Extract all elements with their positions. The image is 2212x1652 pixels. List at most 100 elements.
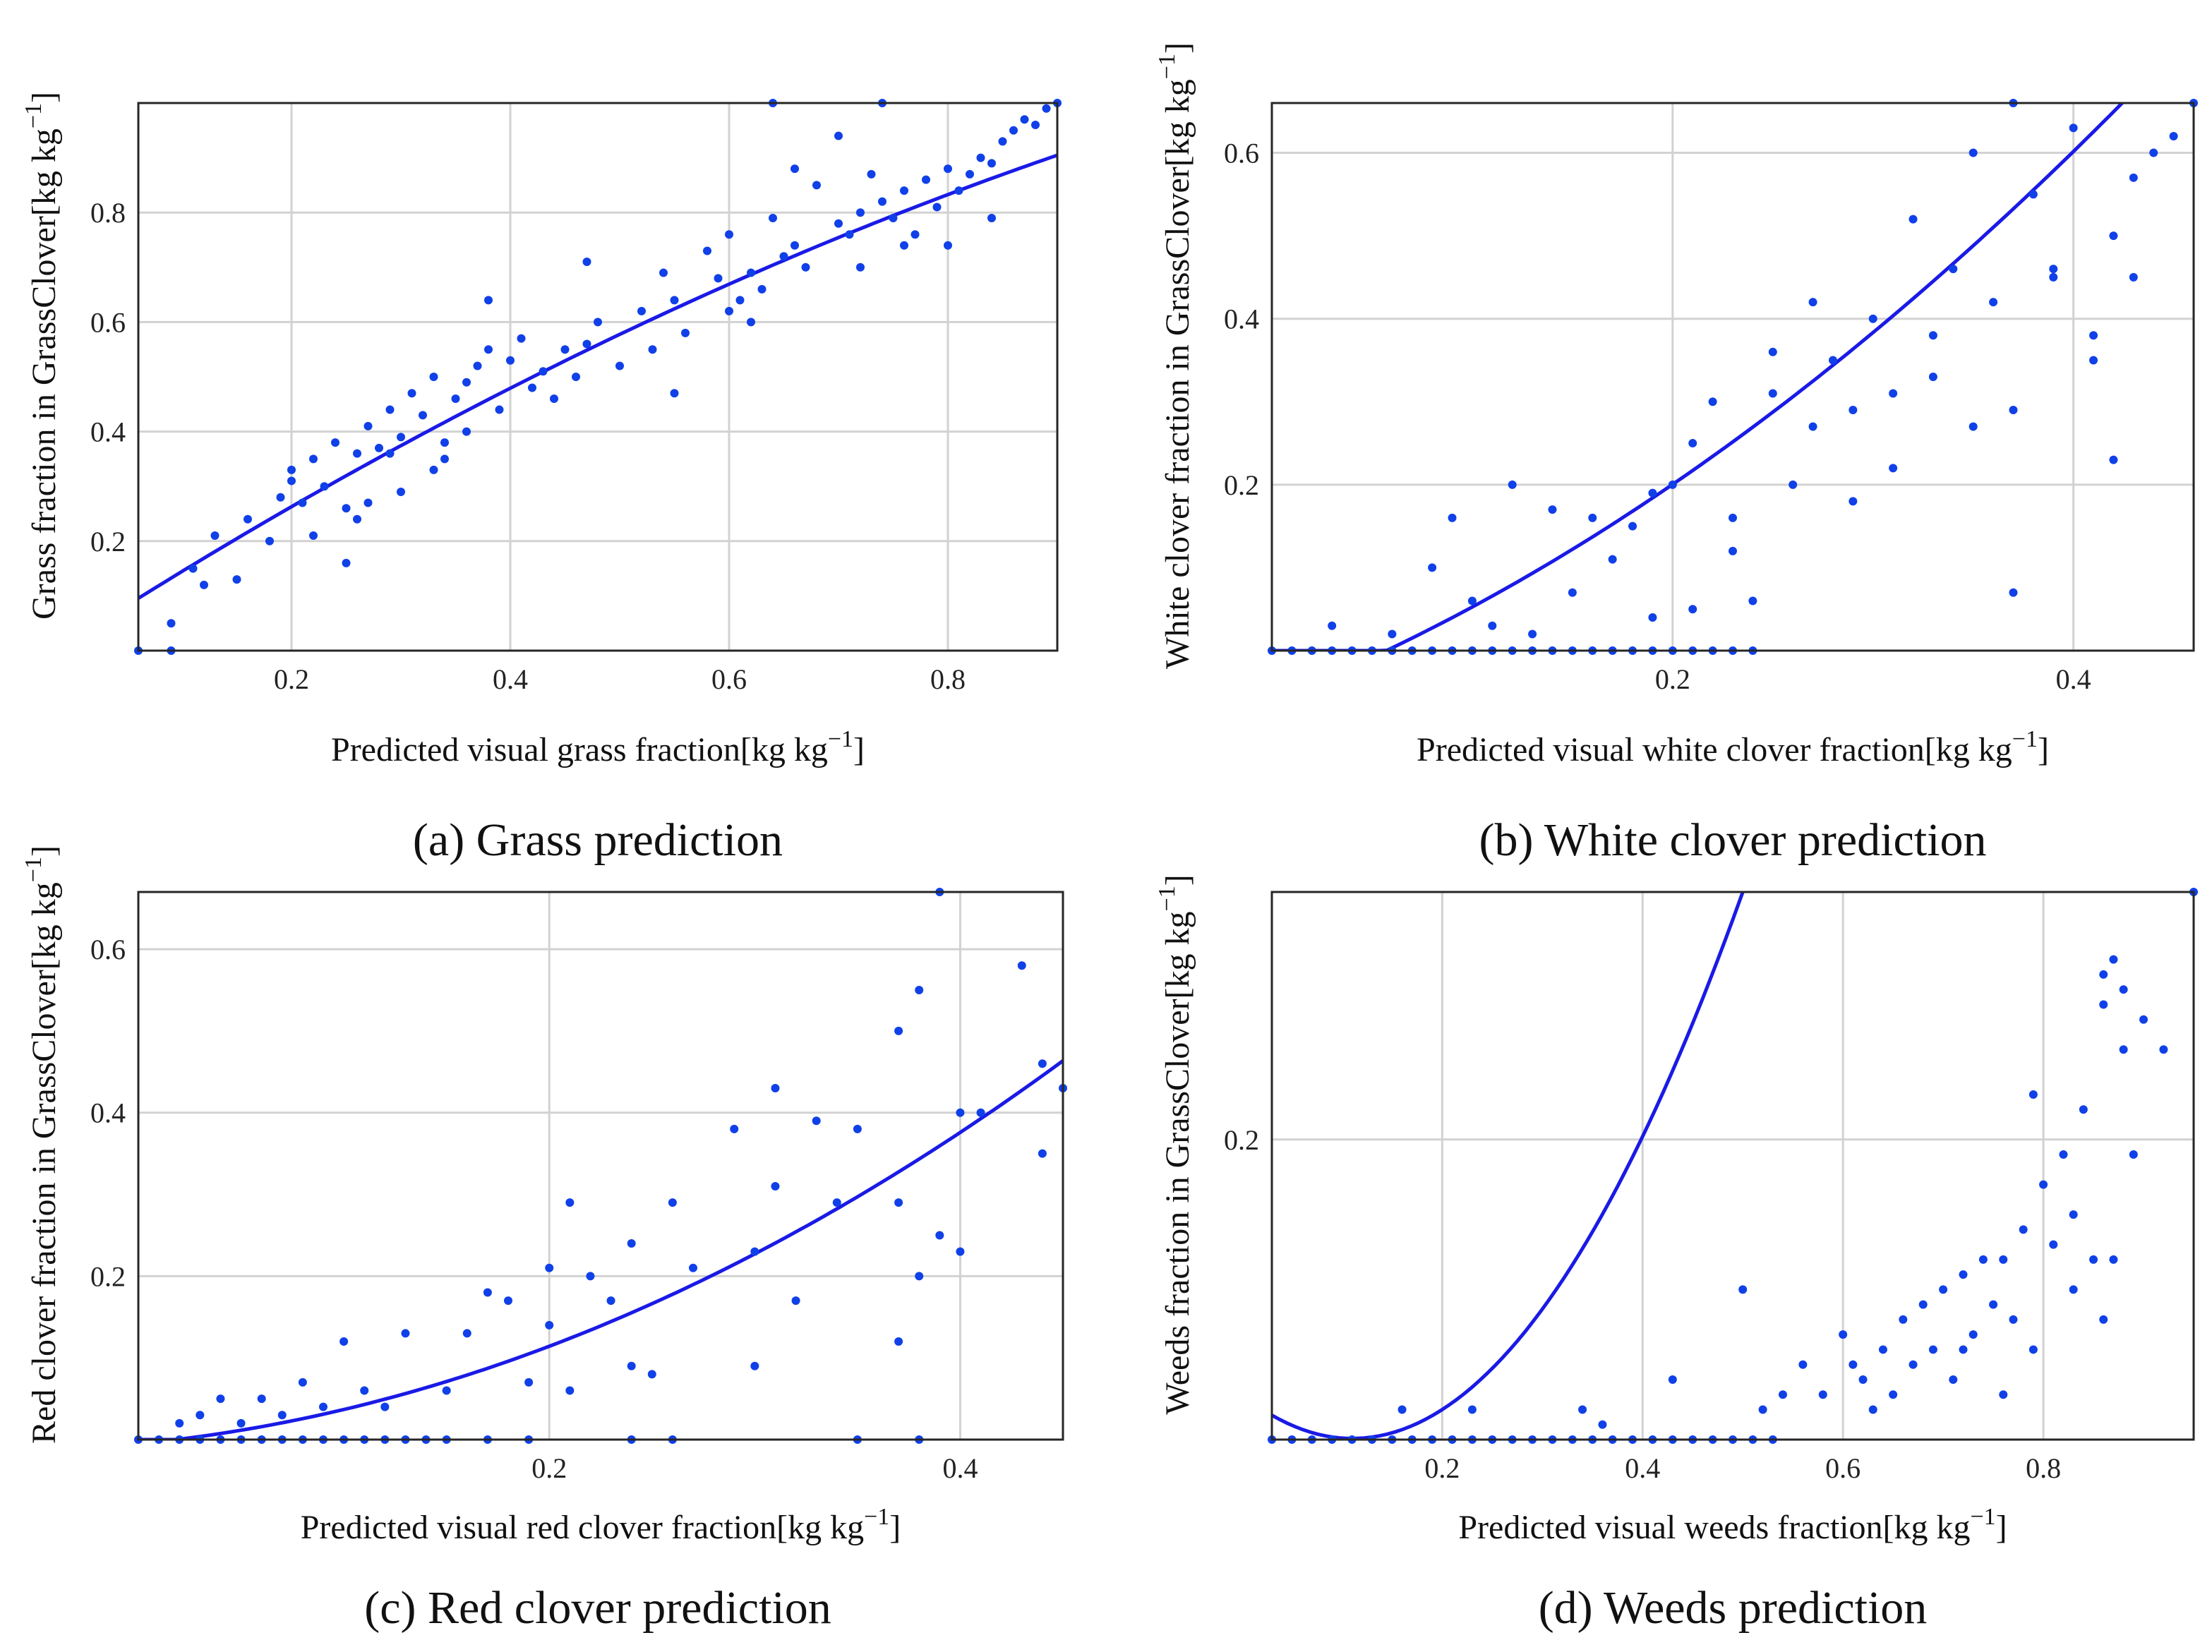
data-point [265, 536, 274, 545]
data-point [1939, 1285, 1948, 1294]
x-axis-label-text: Predicted visual weeds fraction [1458, 1509, 1882, 1546]
panel-caption: (a) Grass prediction [413, 814, 783, 866]
data-point [1009, 126, 1018, 135]
data-point [1017, 961, 1026, 970]
data-point [1488, 621, 1497, 630]
data-point [2089, 331, 2098, 340]
y-axis-unit-close: ] [25, 92, 63, 103]
data-point [2039, 1180, 2048, 1189]
data-point [956, 1247, 965, 1256]
x-axis-unit-close: ] [853, 731, 865, 768]
data-point [1839, 1330, 1848, 1339]
data-point [2009, 588, 2018, 597]
data-point [1578, 1405, 1587, 1414]
data-point [1978, 1255, 1988, 1264]
data-point [407, 389, 416, 398]
data-point [528, 383, 536, 392]
data-point [1397, 1405, 1407, 1414]
data-point [750, 1247, 759, 1256]
data-point [200, 580, 208, 589]
data-point [1328, 621, 1337, 630]
data-point [1628, 521, 1637, 531]
data-point [2139, 1015, 2148, 1024]
data-point [791, 1296, 800, 1306]
data-point [1959, 1345, 1968, 1354]
x-tick-label: 0.4 [2056, 663, 2091, 695]
data-point [363, 498, 373, 507]
y-axis-unit-close: ] [1159, 42, 1196, 54]
data-point [668, 1198, 677, 1207]
data-point [606, 1296, 615, 1306]
data-point [2129, 173, 2138, 182]
data-point [462, 427, 471, 436]
data-point [987, 159, 996, 168]
panel-white-clover-prediction: 0.2 0.4 0.2 0.4 0.6 Predicted visual white cl… [1154, 42, 2198, 866]
data-point [910, 230, 920, 239]
data-point [353, 514, 361, 524]
data-point [670, 296, 679, 305]
data-point [1031, 121, 1040, 130]
data-point [944, 241, 952, 250]
x-axis-unit-close: ] [1996, 1509, 2007, 1546]
data-point [2028, 1345, 2038, 1354]
data-point [506, 356, 515, 365]
data-point [1889, 1390, 1898, 1399]
data-point [670, 389, 679, 398]
data-point [647, 1370, 656, 1379]
data-point [360, 1386, 369, 1395]
data-point [791, 241, 799, 250]
data-point [1849, 497, 1858, 506]
data-point [1738, 1285, 1748, 1294]
data-point [397, 433, 405, 442]
data-point [615, 361, 624, 370]
x-tick-label: 0.2 [274, 663, 309, 695]
data-point [582, 339, 591, 349]
data-point [935, 1231, 944, 1240]
data-point [2129, 272, 2138, 282]
data-point [287, 465, 296, 474]
data-point [834, 131, 843, 140]
data-point [2028, 190, 2038, 199]
data-point [1868, 314, 1877, 323]
x-tick-label: 0.2 [1424, 1452, 1460, 1484]
data-point [894, 1337, 903, 1346]
data-point [1668, 480, 1677, 489]
data-point [309, 454, 318, 464]
data-point [1688, 439, 1697, 448]
data-point [380, 1402, 390, 1411]
x-axis-unit: [kg kg [1882, 1509, 1970, 1546]
data-point [2009, 406, 2018, 415]
data-point [1668, 1375, 1677, 1384]
x-axis-unit-close: ] [889, 1509, 901, 1546]
y-axis-unit-exponent: −1 [20, 857, 47, 882]
y-axis-label: Red clover fraction in GrassClover[kg kg… [20, 845, 63, 1444]
data-point [1729, 513, 1737, 522]
data-point [1999, 1255, 2008, 1264]
y-tick-label: 0.6 [90, 934, 126, 965]
x-axis-unit: [kg kg [1925, 731, 2012, 768]
data-point [257, 1394, 266, 1404]
data-point [944, 164, 952, 174]
plot-frame [1270, 102, 2195, 652]
data-point [1798, 1360, 1808, 1369]
y-tick-label: 0.4 [1224, 303, 1259, 335]
data-point [309, 531, 318, 541]
data-point [1038, 1149, 1047, 1158]
data-point [342, 504, 351, 513]
data-point [277, 1411, 287, 1420]
data-point [932, 203, 942, 212]
data-point [627, 1239, 636, 1248]
data-point [1909, 1360, 1918, 1369]
panel-weeds-prediction: 0.2 0.4 0.6 0.8 0.2 Predicted visual weeds fr… [1154, 874, 2198, 1634]
data-point [832, 1198, 841, 1207]
data-point [2159, 1045, 2168, 1054]
data-point [1768, 389, 1777, 398]
data-point [2109, 1255, 2118, 1264]
data-point [1918, 1300, 1928, 1309]
data-point [1568, 588, 1577, 597]
y-axis-unit: [kg kg [1159, 79, 1196, 167]
data-point [320, 482, 329, 491]
data-point [812, 181, 821, 190]
x-tick-label: 0.4 [942, 1452, 978, 1484]
data-point [2109, 955, 2118, 964]
